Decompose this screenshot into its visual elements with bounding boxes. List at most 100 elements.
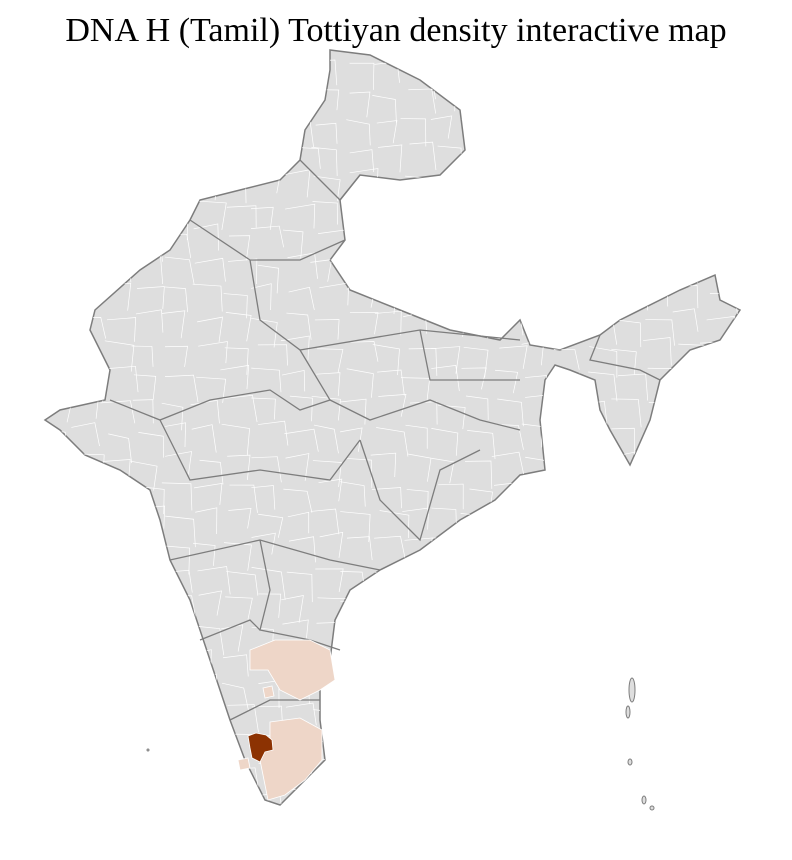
region-andhra-rayalaseema-districts[interactable] [249,639,336,701]
district-border [611,348,637,375]
district-border [588,371,618,402]
district-border [558,58,582,85]
district-border [226,205,257,228]
district-border [644,543,672,569]
district-border [490,62,517,91]
district-border [281,369,306,392]
region-kerala-district[interactable] [237,757,251,771]
region-coimbatore-tiruppur-districts[interactable] [247,732,274,763]
district-border [134,623,165,653]
district-border [340,427,363,452]
district-border [581,284,607,311]
district-border [162,651,188,683]
district-border [313,424,339,454]
district-border [643,337,672,366]
district-border [284,428,319,452]
district-border [677,454,701,480]
district-border [733,150,740,179]
district-border [463,87,485,116]
district-border [45,761,72,789]
district-border [192,283,223,312]
district-border [49,731,79,756]
district-border [349,62,375,90]
region-kerala-district[interactable] [262,685,275,699]
district-border [71,227,96,257]
district-border [194,732,222,758]
district-border [611,504,636,527]
district-border [373,593,395,620]
district-border [190,399,220,424]
district-border [494,120,524,149]
district-border [346,536,373,561]
district-border [258,513,284,538]
district-border [736,537,740,564]
district-border [469,229,499,257]
district-border [498,85,524,107]
district-border [199,459,224,485]
district-border [106,317,137,342]
district-border [499,594,525,622]
district-border [377,369,405,396]
district-border [462,571,490,601]
district-border [557,681,585,704]
district-border [378,653,403,680]
india-outline[interactable] [43,49,742,806]
district-border [674,794,701,805]
district-border [644,60,669,84]
district-border [222,394,258,423]
district-border [137,535,159,562]
district-border [409,597,431,621]
district-border [524,68,551,95]
district-border [640,762,664,791]
district-border [250,206,274,230]
district-border [645,568,667,591]
district-border [375,178,401,205]
district-border [45,511,68,537]
district-border [610,59,640,85]
district-border [550,515,575,541]
district-border [438,483,464,510]
district-border [617,373,649,401]
district-border [552,141,575,167]
district-border [102,760,128,788]
district-border [522,682,547,710]
district-border [257,264,279,294]
district-border [495,175,525,198]
district-border [438,653,465,682]
district-border [524,207,555,240]
district-border [610,178,644,203]
district-border [286,312,312,340]
district-border [251,705,283,727]
district-border [165,681,191,710]
state-border [589,334,661,381]
district-border [521,90,551,113]
district-border [676,195,708,218]
district-border [346,458,373,488]
district-border [196,376,227,403]
district-border [700,619,730,642]
district-border [430,208,461,239]
district-border [78,540,104,565]
district-border [678,592,700,619]
district-border [71,671,102,699]
district-border [45,571,79,594]
district-border [586,430,609,459]
district-border [130,201,154,229]
district-border [677,94,702,122]
district-border [558,456,587,481]
district-border [340,481,366,507]
district-border [370,452,397,478]
district-border [47,342,78,365]
district-border [730,316,740,342]
district-border [706,399,733,425]
district-border [223,654,249,677]
district-border [521,512,553,538]
district-border [585,703,610,727]
district-border [109,625,140,647]
district-border [611,427,635,455]
district-border [733,399,740,424]
district-border [437,404,466,430]
district-border [372,736,396,761]
district-border [71,516,94,547]
